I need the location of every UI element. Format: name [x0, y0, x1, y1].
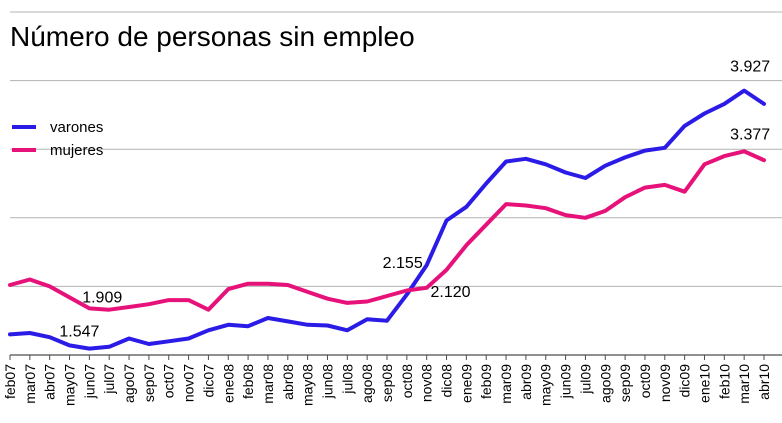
x-tick-label: abr09	[518, 364, 534, 400]
data-label-varones: 3.927	[730, 59, 770, 76]
x-tick-label: nov08	[419, 364, 435, 402]
data-label-varones: 1.547	[59, 324, 99, 341]
data-labels: 1.547 2.155 3.927 1.909 2.120 3.377	[59, 59, 770, 341]
legend-label-varones: varones	[50, 119, 103, 136]
x-tick-label: ago09	[597, 364, 613, 403]
x-tick-label: ago07	[121, 364, 137, 403]
x-tick-label: mar10	[736, 364, 752, 404]
x-tick-label: feb09	[478, 364, 494, 399]
x-tick-label: abr07	[42, 364, 58, 400]
x-tick-label: jul07	[101, 364, 117, 395]
x-tick-label: nov09	[657, 364, 673, 402]
x-tick-label: feb07	[2, 364, 18, 399]
x-tick-label: mar07	[22, 364, 38, 404]
x-tick-label: jun08	[319, 364, 335, 399]
x-tick-label: may08	[300, 364, 316, 406]
x-tick-label: mar08	[260, 364, 276, 404]
x-tick-label: jun07	[81, 364, 97, 399]
data-label-mujeres: 2.120	[431, 284, 471, 301]
x-tick-label: dic07	[200, 364, 216, 398]
x-tick-label: abr08	[280, 364, 296, 400]
x-tick-label: oct08	[399, 364, 415, 398]
x-tick-label: oct09	[637, 364, 653, 398]
series-line-mujeres	[8, 149, 766, 312]
x-tick-label: sep09	[617, 364, 633, 402]
x-tick-label: abr10	[756, 364, 772, 400]
data-label-varones: 2.155	[383, 255, 423, 272]
data-label-mujeres: 3.377	[730, 126, 770, 143]
x-tick-label: nov07	[181, 364, 197, 402]
x-tick-label: ago08	[359, 364, 375, 403]
x-axis: feb07 mar07 abr07 may07 jun07 jul07 ago07 sep07…	[2, 354, 782, 406]
gridlines	[10, 11, 782, 287]
x-tick-label: may07	[62, 364, 78, 406]
x-tick-label: jul09	[577, 364, 593, 395]
x-tick-label: oct07	[161, 364, 177, 398]
x-tick-label: dic09	[677, 364, 693, 398]
legend-label-mujeres: mujeres	[50, 142, 103, 159]
legend: varones mujeres	[12, 119, 103, 159]
x-tick-label: jun09	[558, 364, 574, 399]
x-tick-label: jul08	[339, 364, 355, 395]
data-label-mujeres: 1.909	[82, 290, 122, 307]
x-tick-label: feb08	[240, 364, 256, 399]
x-tick-label: ene10	[696, 364, 712, 403]
x-tick-label: ene08	[220, 364, 236, 403]
x-tick-label: dic08	[439, 364, 455, 398]
x-tick-label: may09	[538, 364, 554, 406]
x-tick-label: ene09	[458, 364, 474, 403]
x-tick-label: sep07	[141, 364, 157, 402]
x-tick-label: mar09	[498, 364, 514, 404]
x-tick-label: feb10	[716, 364, 732, 399]
series-lines	[8, 88, 766, 351]
series-line-varones	[8, 88, 766, 351]
x-tick-label: sep08	[379, 364, 395, 402]
chart-title: Número de personas sin empleo	[10, 21, 415, 52]
